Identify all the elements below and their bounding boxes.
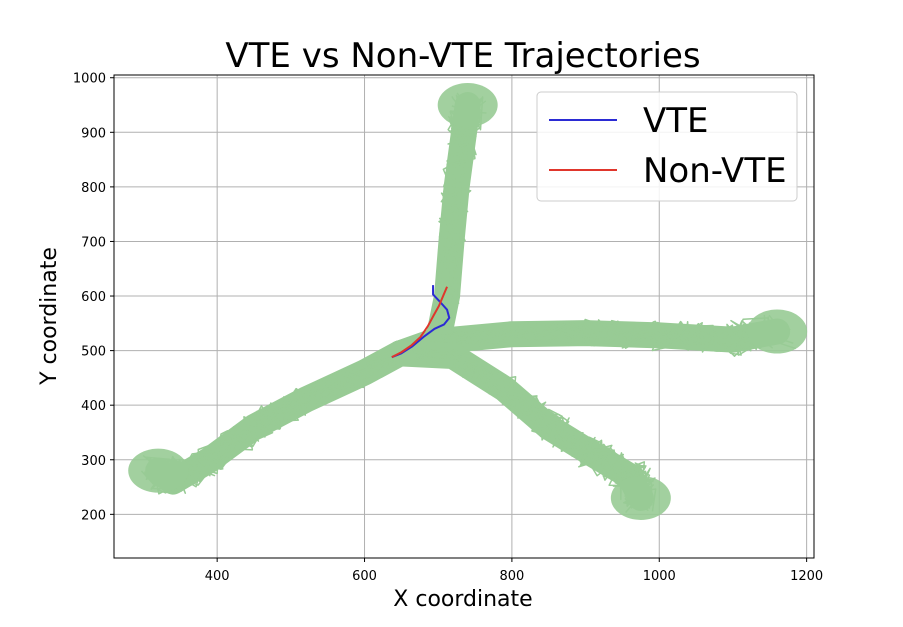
trajectory-trace-southeast	[391, 347, 648, 503]
legend-label-vte: VTE	[643, 101, 709, 141]
x-tick-label: 400	[205, 569, 230, 584]
y-tick-label: 1000	[73, 72, 106, 87]
background-trajectories	[128, 83, 808, 520]
series-line-vte	[391, 285, 451, 359]
y-axis-label: Y coordinate	[37, 247, 62, 386]
x-tick-label: 1200	[790, 569, 823, 584]
plot-frame	[113, 74, 815, 559]
trajectory-trace-southeast	[391, 346, 652, 507]
trajectory-end-southwest	[128, 448, 189, 493]
y-tick-label: 300	[81, 454, 106, 469]
trajectory-end-southeast	[610, 475, 671, 520]
legend-label-non-vte: Non-VTE	[643, 151, 787, 191]
trajectory-trace-southeast	[392, 352, 654, 501]
axis-ticks: 400 600 800 1000 1200 200 300 400 500 600 700 800 90…	[73, 72, 823, 584]
y-tick-label: 200	[81, 508, 106, 523]
trajectory-trace-southeast	[401, 346, 651, 512]
series-line-non-vte	[391, 286, 448, 359]
x-tick-label: 1000	[643, 569, 676, 584]
trajectory-trace-southeast	[395, 345, 655, 509]
trajectory-end-east	[747, 309, 808, 354]
legend: VTE Non-VTE	[536, 91, 798, 202]
trajectory-end-north	[437, 83, 498, 128]
series-lines	[391, 285, 451, 359]
x-axis-label: X coordinate	[393, 587, 532, 612]
trajectory-trace-southeast	[402, 346, 639, 509]
trajectory-trace-southeast	[397, 345, 643, 511]
y-tick-label: 500	[81, 345, 106, 360]
trajectory-trace-southeast	[401, 347, 651, 509]
y-tick-label: 800	[81, 181, 106, 196]
trajectory-trace-southeast	[393, 350, 653, 506]
y-tick-label: 400	[81, 399, 106, 414]
x-tick-label: 600	[352, 569, 377, 584]
x-tick-label: 800	[499, 569, 524, 584]
y-tick-label: 900	[81, 126, 106, 141]
chart-title: VTE vs Non-VTE Trajectories	[225, 36, 700, 76]
trajectory-trace-east	[405, 320, 767, 354]
y-tick-label: 700	[81, 235, 106, 250]
trajectory-trace-east	[400, 314, 767, 358]
y-tick-label: 600	[81, 290, 106, 305]
